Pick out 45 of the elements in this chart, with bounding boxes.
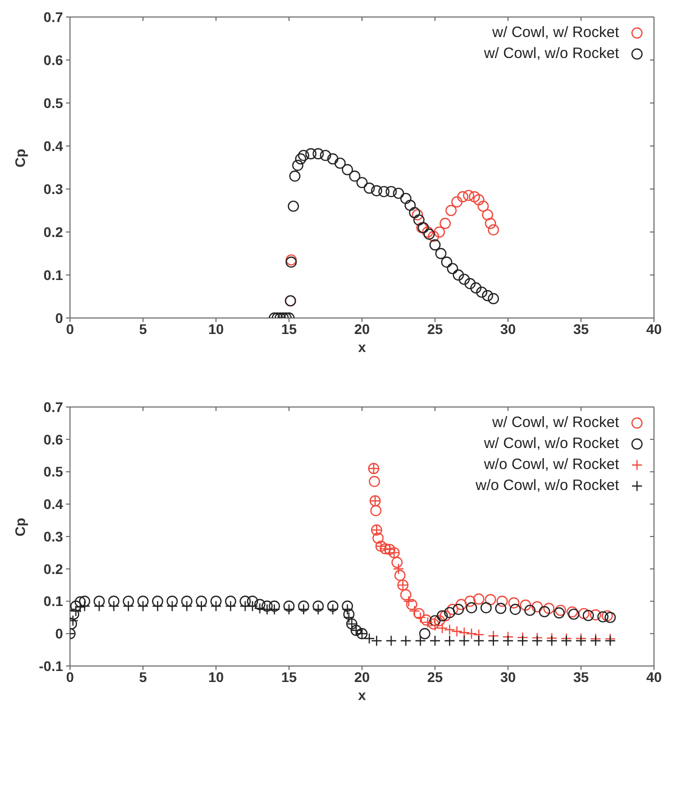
x-tick-label: 15 (281, 320, 297, 337)
y-tick-label: 0.2 (44, 224, 64, 240)
x-tick-label: 5 (139, 668, 148, 685)
y-tick-label: 0.3 (44, 180, 64, 197)
x-tick-label: 20 (354, 668, 370, 685)
y-tick-label: 0.1 (44, 593, 64, 610)
legend-label: w/o Cowl, w/o Rocket (476, 476, 619, 496)
y-axis-title: Cp (12, 518, 28, 536)
x-tick-label: 10 (208, 320, 224, 337)
x-axis-title: x (358, 687, 366, 703)
y-tick-label: 0.6 (44, 431, 64, 448)
y-tick-label: 0.3 (44, 528, 64, 544)
x-tick-label: 30 (500, 320, 516, 337)
x-tick-label: 25 (427, 320, 443, 337)
x-tick-label: 40 (646, 320, 662, 337)
x-tick-label: 0 (66, 320, 74, 337)
x-tick-label: 35 (573, 668, 589, 685)
y-tick-label: 0.2 (44, 560, 64, 577)
y-tick-label: 0.6 (44, 52, 64, 68)
y-tick-label: 0.5 (44, 464, 64, 480)
y-tick-label: 0.5 (44, 94, 64, 111)
x-axis-title: x (358, 339, 366, 355)
y-tick-label: -0.1 (38, 658, 64, 674)
x-tick-label: 30 (500, 668, 516, 685)
y-tick-label: 0 (55, 310, 64, 326)
y-axis-title: Cp (12, 148, 28, 168)
legend-label: w/o Cowl, w/ Rocket (484, 455, 619, 475)
y-tick-label: 0.4 (44, 138, 64, 154)
x-tick-label: 35 (573, 320, 589, 337)
x-tick-label: 10 (208, 668, 224, 685)
legend-label: w/ Cowl, w/o Rocket (484, 44, 619, 64)
y-tick-label: 0 (55, 626, 64, 642)
y-tick-label: 0.4 (44, 496, 64, 512)
y-tick-label: 0.7 (44, 398, 64, 415)
legend-label: w/ Cowl, w/o Rocket (484, 434, 619, 454)
legend-label: w/ Cowl, w/ Rocket (492, 413, 619, 433)
legend-label: w/ Cowl, w/ Rocket (492, 23, 619, 43)
x-tick-label: 0 (66, 668, 74, 685)
x-tick-label: 40 (646, 668, 662, 685)
x-tick-label: 25 (427, 668, 443, 685)
x-tick-label: 5 (139, 320, 148, 337)
x-tick-label: 15 (281, 668, 297, 685)
x-tick-label: 20 (354, 320, 370, 337)
y-tick-label: 0.7 (44, 8, 64, 25)
y-tick-label: 0.1 (44, 266, 64, 283)
